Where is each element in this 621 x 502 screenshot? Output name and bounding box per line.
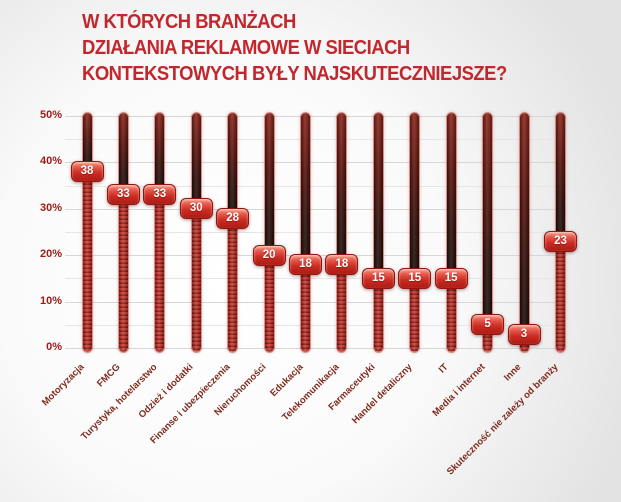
slider-track-upper (118, 113, 128, 196)
slider-track (117, 112, 129, 353)
slider-track-fill (410, 279, 420, 352)
slider-track (482, 112, 494, 353)
slider-track-fill (118, 195, 128, 352)
gridline (65, 209, 566, 210)
chart-title: W KTÓRYCH BRANŻACH DZIAŁANIA REKLAMOWE W… (82, 9, 520, 87)
y-axis-tick-label: 40% (39, 155, 62, 167)
chart-title-line-1: W KTÓRYCH BRANŻACH (82, 11, 296, 34)
slider-track (336, 112, 348, 353)
slider-track-upper (410, 113, 420, 280)
gridline (65, 325, 566, 326)
slider-track-fill (228, 219, 238, 352)
slider-track (445, 112, 457, 353)
value-badge: 23 (544, 230, 577, 252)
slider-track-upper (301, 113, 310, 266)
value-badge: 3 (507, 323, 541, 345)
slider-track (190, 112, 202, 353)
gridline (65, 186, 566, 187)
value-badge: 5 (471, 314, 505, 336)
value-badge: 18 (289, 254, 322, 275)
slider-track-upper (155, 113, 165, 196)
slider-track-upper (373, 113, 383, 280)
value-badge: 15 (434, 267, 468, 289)
gridline (65, 348, 566, 349)
gridline (65, 302, 566, 303)
value-badge: 20 (252, 244, 286, 266)
slider-track-upper (264, 113, 274, 257)
y-axis-tick-label: 30% (39, 202, 62, 214)
slider-track-fill (155, 195, 165, 352)
y-axis-tick-label: 10% (39, 295, 62, 307)
gridline (65, 139, 566, 140)
slider-track-upper (82, 113, 92, 173)
gridline (65, 116, 566, 117)
slider-track-fill (446, 279, 456, 352)
chart-title-line-2: DZIAŁANIA REKLAMOWE W SIECIACH (82, 37, 410, 60)
slider-track-fill (191, 209, 201, 352)
value-badge: 15 (361, 267, 395, 289)
value-badge: 15 (398, 267, 432, 289)
slider-track-fill (264, 256, 274, 352)
value-badge: 33 (106, 184, 140, 206)
value-badge: 30 (179, 198, 213, 220)
slider-track-fill (301, 265, 310, 352)
slider-track (263, 112, 275, 353)
slider-track-upper (337, 113, 347, 266)
slider-track (81, 112, 93, 353)
slider-track-fill (483, 325, 493, 352)
y-axis-tick-label: 50% (39, 109, 62, 121)
chart-title-line-3: KONTEKSTOWYCH BYŁY NAJSKUTECZNIEJSZE? (82, 63, 507, 86)
slider-track (409, 112, 421, 353)
slider-track-upper (483, 113, 493, 326)
slider-track (300, 112, 311, 353)
value-badge: 33 (143, 184, 177, 206)
y-axis-tick-label: 20% (39, 248, 62, 260)
slider-track-upper (191, 113, 201, 210)
slider-track (227, 112, 239, 353)
slider-track-fill (373, 279, 383, 352)
gridline (65, 232, 566, 233)
slider-track-fill (82, 172, 92, 352)
gridline (65, 278, 566, 279)
slider-track-upper (556, 113, 565, 243)
value-badge: 28 (216, 207, 250, 229)
slider-track (518, 112, 530, 353)
slider-track-fill (337, 265, 347, 352)
value-badge: 38 (70, 161, 104, 183)
slider-track-upper (228, 113, 238, 220)
slider-track-upper (519, 113, 529, 336)
y-axis-tick-label: 0% (46, 341, 62, 353)
slider-track-upper (446, 113, 456, 280)
slider-track (154, 112, 166, 353)
slider-track (372, 112, 384, 353)
value-badge: 18 (325, 254, 359, 275)
gridline (65, 162, 566, 163)
slider-track-fill (556, 242, 565, 352)
